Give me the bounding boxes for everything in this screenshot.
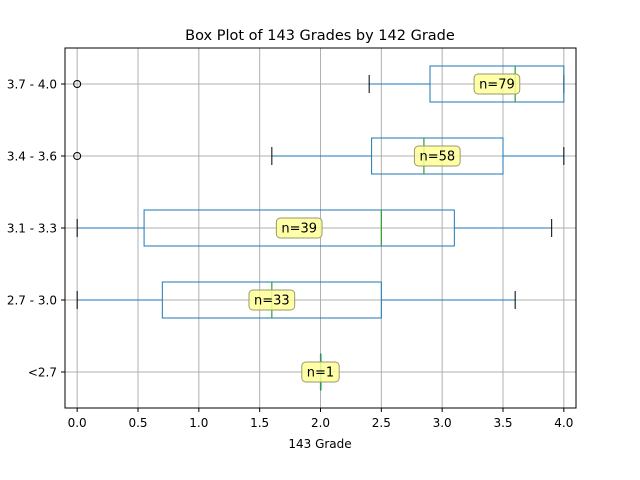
count-label-background	[413, 145, 461, 167]
y-tick-label: 3.4 - 3.6	[7, 150, 57, 164]
count-label-background	[248, 289, 296, 311]
x-tick-label: 0.5	[128, 416, 147, 430]
box-iqr	[143, 209, 455, 247]
x-tick-label: 3.0	[433, 416, 452, 430]
x-tick-label: 1.0	[189, 416, 208, 430]
y-tick-label: 2.7 - 3.0	[7, 294, 57, 308]
count-annotation: n=58	[413, 145, 461, 167]
count-label: n=33	[254, 294, 290, 309]
count-annotation: n=39	[275, 217, 323, 239]
count-annotation: n=1	[301, 361, 340, 383]
box-group	[76, 209, 553, 247]
count-label: n=58	[419, 150, 455, 165]
count-annotation: n=33	[248, 289, 296, 311]
x-axis: 0.0 0.5 1.0 1.5 2.0 2.5 3.0 3.5 4.0	[68, 408, 573, 430]
box-iqr	[429, 65, 565, 103]
x-axis-label: 143 Grade	[288, 437, 351, 451]
count-annotation: n=79	[473, 73, 521, 95]
box-group	[73, 137, 565, 175]
outlier-point	[73, 80, 82, 88]
y-axis: <2.7 2.7 - 3.0 3.1 - 3.3 3.4 - 3.6 3.7 - 4.0	[7, 78, 65, 380]
outlier-point	[73, 152, 82, 160]
count-label: n=39	[281, 222, 317, 237]
x-tick-label: 2.5	[372, 416, 391, 430]
x-tick-label: 1.5	[250, 416, 269, 430]
box-group	[73, 65, 565, 103]
count-label-background	[301, 361, 340, 383]
count-label-background	[473, 73, 521, 95]
count-label-background	[275, 217, 323, 239]
x-tick-label: 3.5	[493, 416, 512, 430]
y-tick-label: 3.1 - 3.3	[7, 222, 57, 236]
y-tick-label: <2.7	[28, 366, 57, 380]
count-annotations: n=1 n=33 n=39 n=58 n=79	[248, 73, 521, 383]
x-tick-label: 2.0	[311, 416, 330, 430]
count-label: n=1	[307, 366, 334, 381]
chart-title: Box Plot of 143 Grades by 142 Grade	[185, 28, 455, 44]
box-iqr	[371, 137, 504, 175]
x-tick-label: 0.0	[68, 416, 87, 430]
count-label: n=79	[479, 78, 515, 93]
x-tick-label: 4.0	[554, 416, 573, 430]
y-tick-label: 3.7 - 4.0	[7, 78, 57, 92]
box-series	[73, 65, 565, 391]
